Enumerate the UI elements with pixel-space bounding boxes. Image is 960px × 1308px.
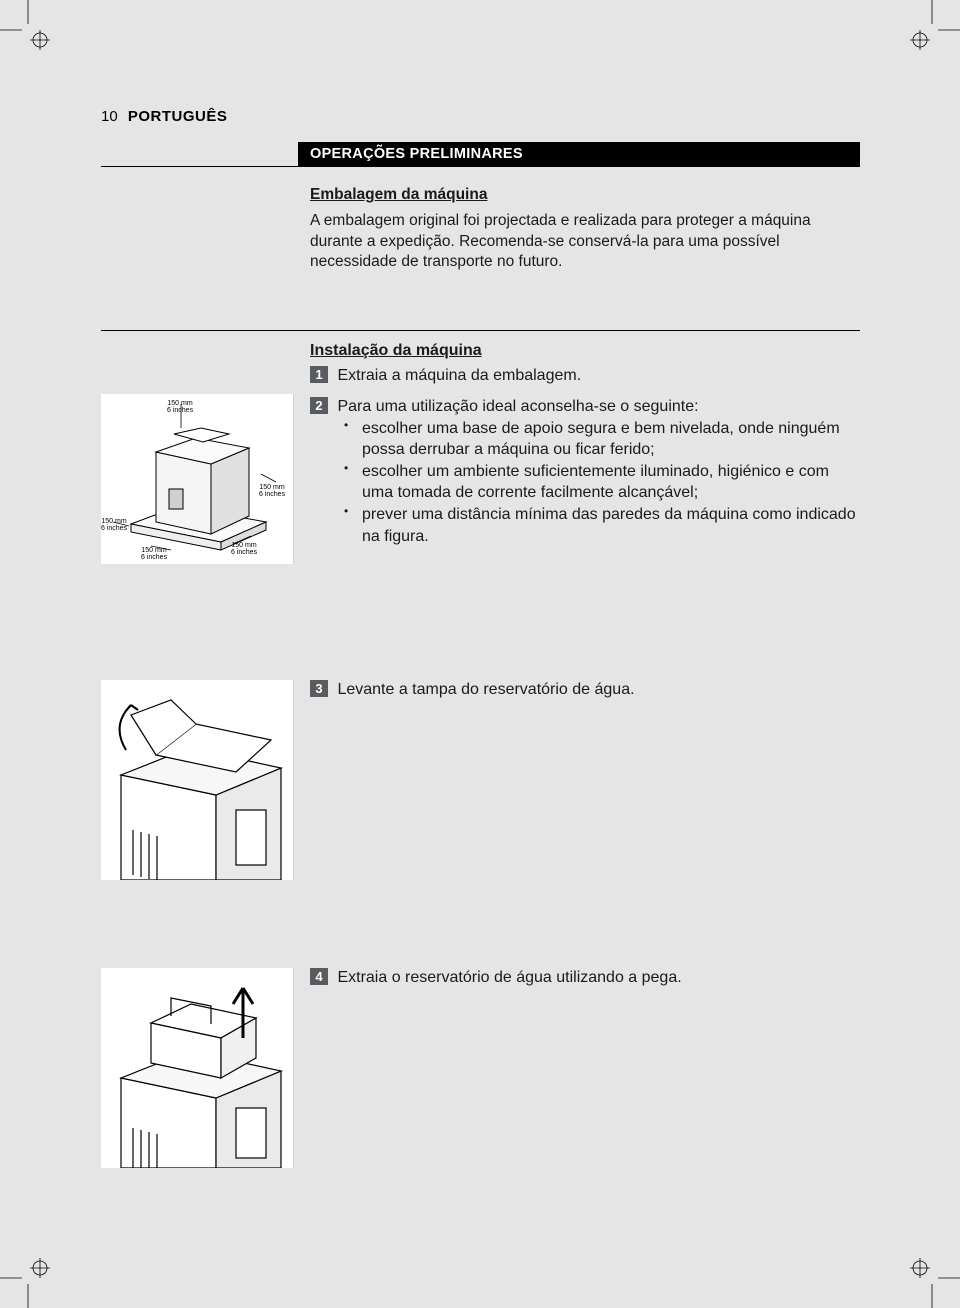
step-3-block: 3 Levante a tampa do reservatório de águ… xyxy=(310,680,856,709)
clearance-label-front: 150 mm6 inches xyxy=(141,547,167,562)
step-2-lead: Para uma utilização ideal aconselha-se o… xyxy=(337,398,698,415)
step-2-bullets: escolher uma base de apoio segura e bem … xyxy=(344,418,856,547)
step-4-block: 4 Extraia o reservatório de água utiliza… xyxy=(310,968,856,997)
step-number-badge: 3 xyxy=(310,680,328,697)
clearance-label-frontright: 150 mm6 inches xyxy=(231,542,257,557)
subheading-installation: Instalação da máquina xyxy=(310,342,856,360)
crop-mark-tr xyxy=(900,0,960,60)
clearance-label-top: 150 mm6 inches xyxy=(167,400,193,415)
step-2: 2 Para uma utilização ideal aconselha-se… xyxy=(310,397,856,547)
clearance-diagram-svg xyxy=(101,394,294,564)
bullet-item: prever uma distância mínima das paredes … xyxy=(344,504,856,546)
paragraph-packaging: A embalagem original foi projectada e re… xyxy=(310,211,856,272)
step-1-text: Extraia a máquina da embalagem. xyxy=(337,367,581,384)
step-3-text: Levante a tampa do reservatório de água. xyxy=(337,681,634,698)
step-4-text: Extraia o reservatório de água utilizand… xyxy=(337,969,681,986)
step-number-badge: 1 xyxy=(310,366,328,383)
bullet-item: escolher uma base de apoio segura e bem … xyxy=(344,418,856,460)
page-header: 10 PORTUGUÊS xyxy=(101,108,227,125)
installation-block: Instalação da máquina 1 Extraia a máquin… xyxy=(310,342,856,557)
figure-lift-lid xyxy=(101,680,294,880)
bullet-item: escolher um ambiente suficientemente ilu… xyxy=(344,461,856,503)
page-language: PORTUGUÊS xyxy=(128,108,228,125)
step-number-badge: 2 xyxy=(310,397,328,414)
figure-remove-tank xyxy=(101,968,294,1168)
clearance-label-left: 150 mm6 inches xyxy=(101,518,127,533)
figure-clearance: 150 mm6 inches 150 mm6 inches 150 mm6 in… xyxy=(101,394,294,564)
remove-tank-svg xyxy=(101,968,294,1168)
step-4: 4 Extraia o reservatório de água utiliza… xyxy=(310,968,856,987)
crop-mark-bl xyxy=(0,1248,60,1308)
step-number-badge: 4 xyxy=(310,968,328,985)
section-title-bar: OPERAÇÕES PRELIMINARES xyxy=(298,142,860,166)
section-title: OPERAÇÕES PRELIMINARES xyxy=(310,146,523,162)
subheading-packaging: Embalagem da máquina xyxy=(310,185,856,205)
crop-mark-tl xyxy=(0,0,60,60)
step-3: 3 Levante a tampa do reservatório de águ… xyxy=(310,680,856,699)
page-number: 10 xyxy=(101,108,118,125)
horizontal-rule xyxy=(101,166,860,167)
manual-page: 10 PORTUGUÊS OPERAÇÕES PRELIMINARES Emba… xyxy=(0,0,960,1308)
crop-mark-br xyxy=(900,1248,960,1308)
body-column: Embalagem da máquina A embalagem origina… xyxy=(310,185,856,287)
clearance-label-right: 150 mm6 inches xyxy=(259,484,285,499)
step-1: 1 Extraia a máquina da embalagem. xyxy=(310,366,856,385)
horizontal-rule xyxy=(101,330,860,331)
lift-lid-svg xyxy=(101,680,294,880)
